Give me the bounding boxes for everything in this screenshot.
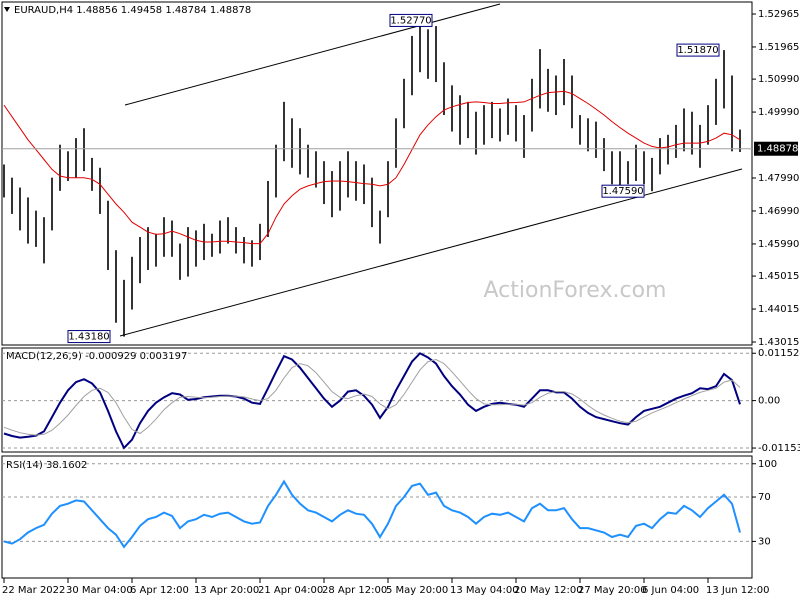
last-price-box <box>754 141 798 156</box>
macd-panel <box>1 347 753 453</box>
x-tick-label: 20 May 12:00 <box>514 585 583 596</box>
x-tick-label: 13 May 04:00 <box>450 585 519 596</box>
moving-average <box>3 90 741 245</box>
watermark: ActionForex.com <box>484 278 667 303</box>
price-label-box <box>389 13 433 27</box>
x-tick-label: 21 Apr 04:00 <box>258 585 323 596</box>
y-tick-label: 100 <box>758 459 777 470</box>
x-tick-label: 22 Mar 2022 <box>2 585 65 596</box>
y-tick-label: -0.011537 <box>758 443 800 454</box>
rsi-title: RSI(14) 38.1602 <box>6 460 87 471</box>
price-label: 1.47590 <box>602 186 643 197</box>
price-label: 1.43180 <box>68 332 109 343</box>
price-title: EURAUD,H4 1.48856 1.49458 1.48784 1.4887… <box>14 5 251 16</box>
x-tick-label: 30 Mar 04:00 <box>66 585 133 596</box>
price-label: 1.51870 <box>677 45 718 56</box>
y-tick-label: 1.50990 <box>758 74 799 85</box>
y-tick-label: 0.00 <box>758 396 780 407</box>
y-tick-label: 1.44015 <box>758 304 799 315</box>
y-tick-label: 1.45990 <box>758 239 799 250</box>
y-tick-label: 1.45015 <box>758 271 799 282</box>
x-tick-label: 5 May 20:00 <box>386 585 448 596</box>
price-panel <box>1 1 753 346</box>
y-tick-label: 1.49990 <box>758 107 799 118</box>
indicator-line <box>3 352 741 450</box>
indicator-line <box>3 479 741 549</box>
y-tick-label: 1.46990 <box>758 206 799 217</box>
channel-upper <box>124 3 501 106</box>
x-tick-label: 27 May 20:00 <box>578 585 647 596</box>
rsi-panel <box>1 455 753 579</box>
x-tick-label: 13 Apr 20:00 <box>194 585 259 596</box>
y-tick-label: 30 <box>758 536 771 547</box>
price-label-box <box>601 184 645 198</box>
y-tick-label: 1.52965 <box>758 9 799 20</box>
y-tick-label: 1.47990 <box>758 173 799 184</box>
x-tick-label: 6 Apr 12:00 <box>130 585 189 596</box>
macd-title: MACD(12,26,9) -0.000929 0.003197 <box>6 351 187 362</box>
x-tick-label: 13 Jun 12:00 <box>706 585 770 596</box>
y-tick-label: 70 <box>758 492 771 503</box>
y-tick-label: 1.51965 <box>758 42 799 53</box>
price-label-box <box>676 43 720 57</box>
x-tick-label: 28 Apr 12:00 <box>322 585 387 596</box>
y-tick-label: 1.43015 <box>758 337 799 348</box>
x-tick-label: 6 Jun 04:00 <box>642 585 699 596</box>
indicator-line <box>3 358 741 436</box>
price-label: 1.52770 <box>390 15 431 26</box>
last-price-label: 1.48878 <box>757 144 798 155</box>
y-tick-label: 0.011524 <box>758 348 800 359</box>
price-label-box <box>67 330 111 344</box>
menu-arrow <box>4 7 10 12</box>
